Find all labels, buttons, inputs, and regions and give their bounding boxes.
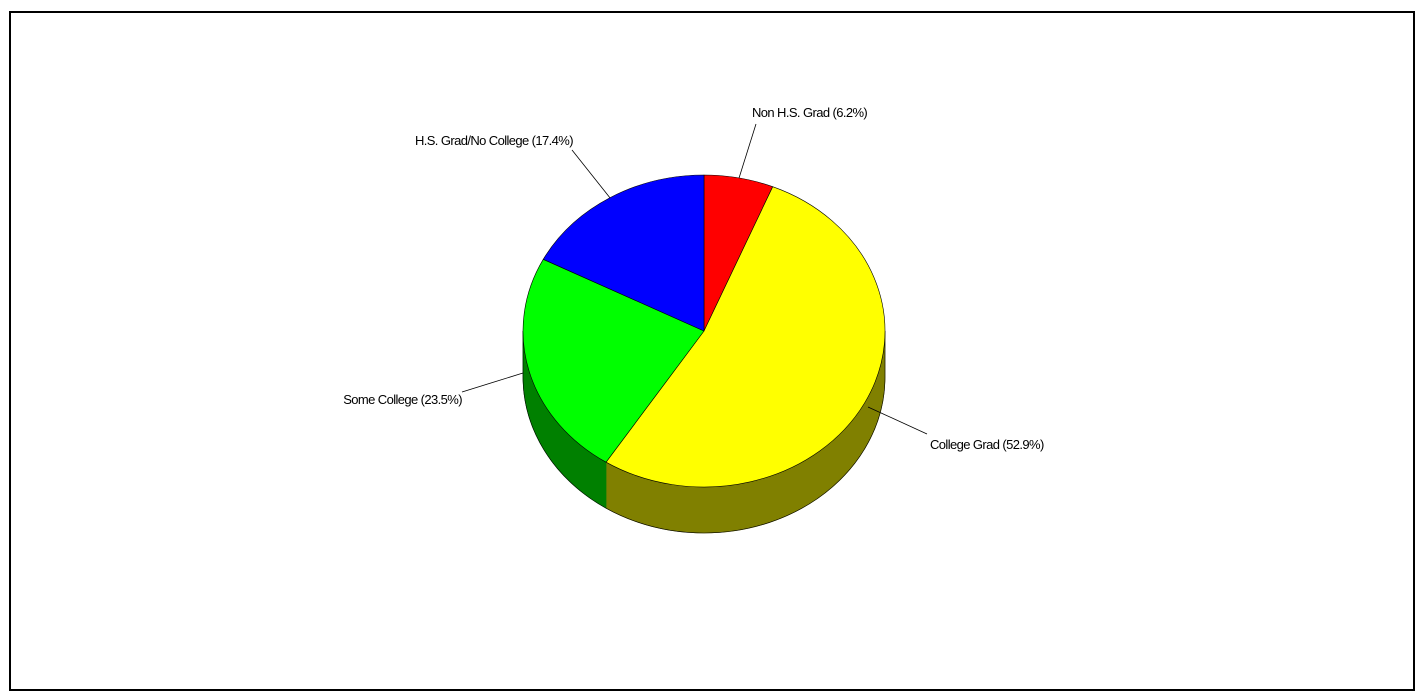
pie-slice-college-grad — [605, 186, 886, 488]
pie-rim-outline — [522, 331, 886, 534]
pie-slices — [522, 174, 886, 488]
leader-line-some-college — [461, 372, 524, 393]
slice-label-college-grad: College Grad (52.9%) — [930, 437, 1044, 452]
slice-label-non-h-s-grad: Non H.S. Grad (6.2%) — [752, 105, 867, 120]
leader-line-college-grad — [867, 406, 928, 435]
slice-label-h-s-grad-no-college: H.S. Grad/No College (17.4%) — [415, 133, 573, 148]
slice-label-some-college: Some College (23.5%) — [343, 392, 462, 407]
pie-slice-some-college — [522, 259, 705, 463]
leader-line-h-s-grad-no-college — [571, 149, 611, 198]
pie-labels: Non H.S. Grad (6.2%) College Grad (52.9%)… — [343, 105, 1044, 452]
pie-chart: Non H.S. Grad (6.2%) College Grad (52.9%)… — [343, 105, 1045, 534]
leader-line-non-h-s-grad — [738, 123, 757, 179]
pie-leader-lines — [461, 123, 928, 435]
